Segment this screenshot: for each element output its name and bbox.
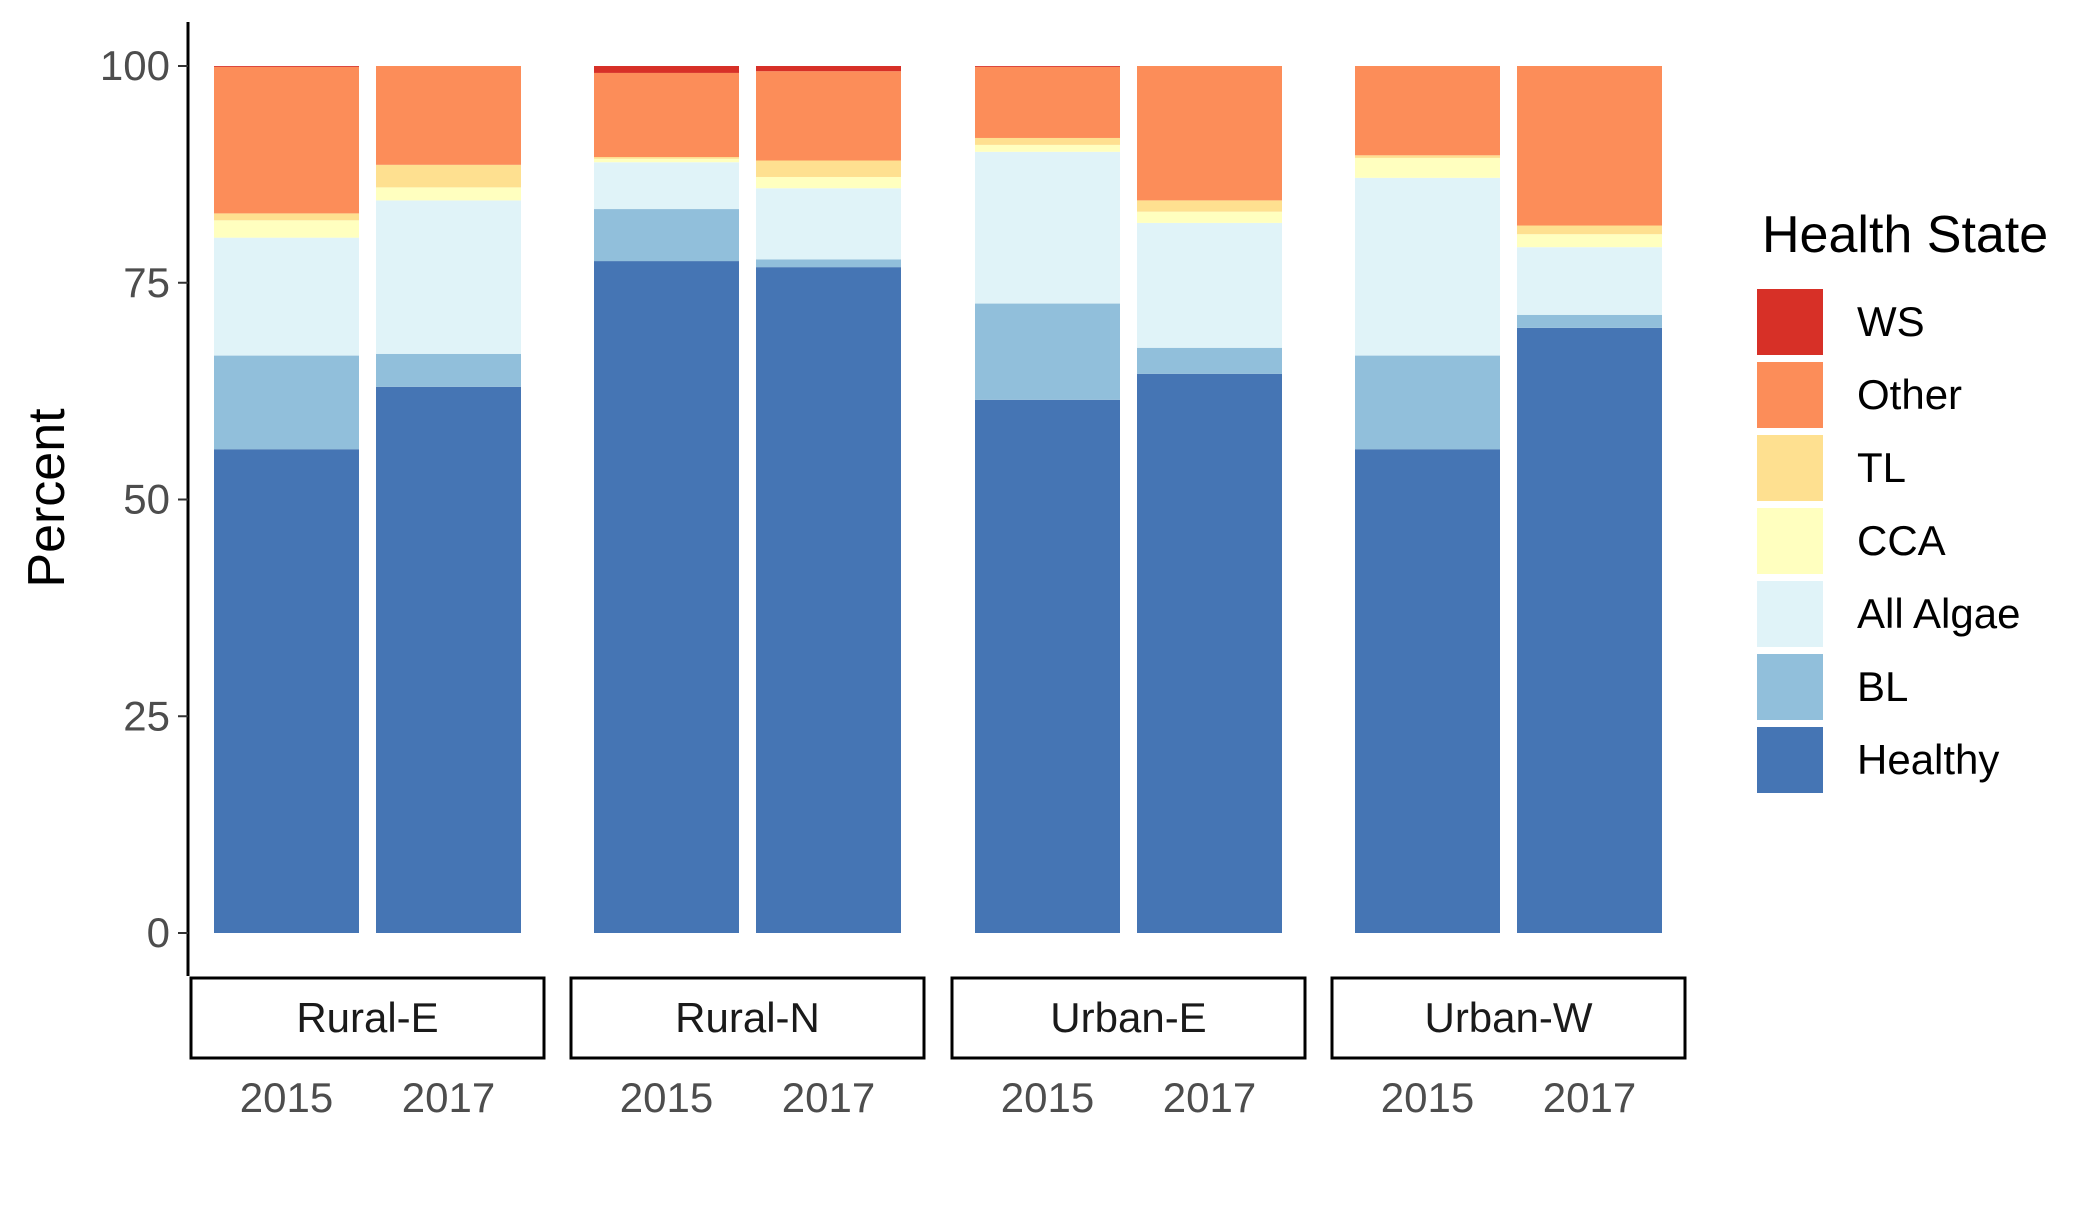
legend-key-cca — [1757, 508, 1823, 574]
x-tick-label: 2017 — [1163, 1074, 1256, 1121]
bar-segment-rural-e-2015-ws — [214, 66, 359, 67]
bar-segment-rural-e-2017-all-algae — [376, 200, 521, 354]
x-tick-label: 2015 — [1381, 1074, 1474, 1121]
bar-segment-rural-e-2015-other — [214, 66, 359, 214]
legend-label-bl: BL — [1857, 663, 1908, 710]
bar-segment-rural-e-2015-cca — [214, 220, 359, 238]
x-tick-label: 2015 — [240, 1074, 333, 1121]
bar-segment-rural-n-2015-healthy — [594, 261, 739, 933]
bar-segment-urban-e-2015-bl — [975, 303, 1120, 400]
y-tick-label: 50 — [123, 476, 170, 523]
bar-segment-rural-n-2017-all-algae — [756, 188, 901, 260]
y-tick-label: 25 — [123, 692, 170, 739]
y-tick-label: 100 — [100, 42, 170, 89]
bar-segment-urban-w-2017-bl — [1517, 314, 1662, 328]
y-tick-label: 75 — [123, 259, 170, 306]
y-axis-ticks: 0 25 50 75 100 — [100, 42, 188, 956]
legend-key-ws — [1757, 289, 1823, 355]
y-axis-title: Percent — [18, 408, 76, 588]
x-tick-label: 2017 — [402, 1074, 495, 1121]
bar-segment-rural-n-2015-all-algae — [594, 162, 739, 210]
bar-segment-rural-n-2017-other — [756, 71, 901, 161]
legend-label-all-algae: All Algae — [1857, 590, 2020, 637]
facet-label-urban-w: Urban-W — [1424, 994, 1592, 1041]
facet-strips: Rural-E Rural-N Urban-E Urban-W — [189, 976, 1687, 1060]
bar-segment-rural-n-2017-healthy — [756, 267, 901, 933]
bar-segment-urban-e-2017-other — [1137, 66, 1282, 201]
bar-segment-rural-n-2015-tl — [594, 157, 739, 159]
bar-segment-urban-e-2015-other — [975, 66, 1120, 138]
legend-key-healthy — [1757, 727, 1823, 793]
legend-key-tl — [1757, 435, 1823, 501]
bar-segment-urban-w-2015-other — [1355, 66, 1500, 156]
facet-strip-rural-n — [569, 976, 926, 1060]
bar-segment-urban-e-2015-ws — [975, 66, 1120, 67]
legend-key-bl — [1757, 654, 1823, 720]
bar-segment-urban-e-2017-cca — [1137, 211, 1282, 223]
legend: Health State WS Other TL CCA All Algae BL Heal… — [1757, 206, 2048, 793]
bar-segment-urban-w-2015-healthy — [1355, 449, 1500, 933]
bar-segment-rural-e-2017-tl — [376, 164, 521, 188]
bar-segment-rural-e-2017-other — [376, 66, 521, 165]
bar-segment-rural-e-2017-healthy — [376, 386, 521, 933]
bar-segment-rural-e-2015-all-algae — [214, 237, 359, 356]
facet-label-rural-e: Rural-E — [296, 994, 438, 1041]
facet-label-urban-e: Urban-E — [1050, 994, 1206, 1041]
legend-title: Health State — [1762, 206, 2048, 264]
bar-segment-urban-w-2015-cca — [1355, 157, 1500, 178]
bar-segment-rural-n-2017-ws — [756, 66, 901, 72]
bar-segment-urban-w-2017-healthy — [1517, 327, 1662, 934]
bar-segment-rural-n-2015-bl — [594, 209, 739, 262]
bar-segment-urban-w-2015-all-algae — [1355, 177, 1500, 356]
bar-segment-rural-n-2015-ws — [594, 66, 739, 73]
y-tick-label: 0 — [147, 909, 170, 956]
x-tick-label: 2015 — [620, 1074, 713, 1121]
bar-segment-urban-e-2015-healthy — [975, 399, 1120, 933]
bar-segment-rural-e-2017-bl — [376, 353, 521, 387]
legend-label-other: Other — [1857, 371, 1962, 418]
bar-segment-urban-w-2017-tl — [1517, 225, 1662, 235]
x-tick-label: 2017 — [782, 1074, 875, 1121]
bar-segment-urban-e-2015-cca — [975, 144, 1120, 152]
facet-label-rural-n: Rural-N — [675, 994, 820, 1041]
bar-segment-urban-e-2015-tl — [975, 137, 1120, 145]
bar-segment-rural-e-2017-cca — [376, 187, 521, 201]
facet-strip-rural-e — [189, 976, 546, 1060]
bar-segment-urban-w-2015-bl — [1355, 355, 1500, 450]
bar-segment-urban-e-2017-bl — [1137, 347, 1282, 374]
legend-key-other — [1757, 362, 1823, 428]
bar-segment-urban-w-2017-cca — [1517, 234, 1662, 248]
bar-segment-rural-n-2015-other — [594, 72, 739, 158]
x-tick-label: 2017 — [1543, 1074, 1636, 1121]
bar-segment-rural-e-2015-healthy — [214, 449, 359, 933]
facet-strip-urban-w — [1330, 976, 1687, 1060]
bar-segment-rural-n-2017-tl — [756, 160, 901, 177]
bar-segment-urban-e-2017-all-algae — [1137, 222, 1282, 348]
bar-segment-urban-w-2017-all-algae — [1517, 247, 1662, 315]
facet-strip-urban-e — [950, 976, 1307, 1060]
legend-label-healthy: Healthy — [1857, 736, 1999, 783]
bar-segment-urban-e-2017-tl — [1137, 200, 1282, 212]
bar-segment-urban-e-2017-healthy — [1137, 373, 1282, 933]
legend-label-ws: WS — [1857, 298, 1925, 345]
bar-segment-urban-e-2015-all-algae — [975, 151, 1120, 304]
bar-segment-urban-w-2017-other — [1517, 66, 1662, 226]
bar-segment-urban-w-2015-tl — [1355, 155, 1500, 158]
x-axis-ticks: 2015 2017 2015 2017 2015 2017 2015 2017 — [240, 1074, 1636, 1121]
bar-segment-rural-e-2015-tl — [214, 213, 359, 221]
x-tick-label: 2015 — [1001, 1074, 1094, 1121]
bar-segment-rural-n-2015-cca — [594, 158, 739, 163]
legend-label-tl: TL — [1857, 444, 1906, 491]
bar-segment-rural-n-2017-cca — [756, 176, 901, 189]
bars-layer — [214, 66, 1662, 934]
legend-key-all-algae — [1757, 581, 1823, 647]
bar-segment-rural-n-2017-bl — [756, 259, 901, 268]
legend-label-cca: CCA — [1857, 517, 1946, 564]
bar-segment-rural-e-2015-bl — [214, 355, 359, 450]
